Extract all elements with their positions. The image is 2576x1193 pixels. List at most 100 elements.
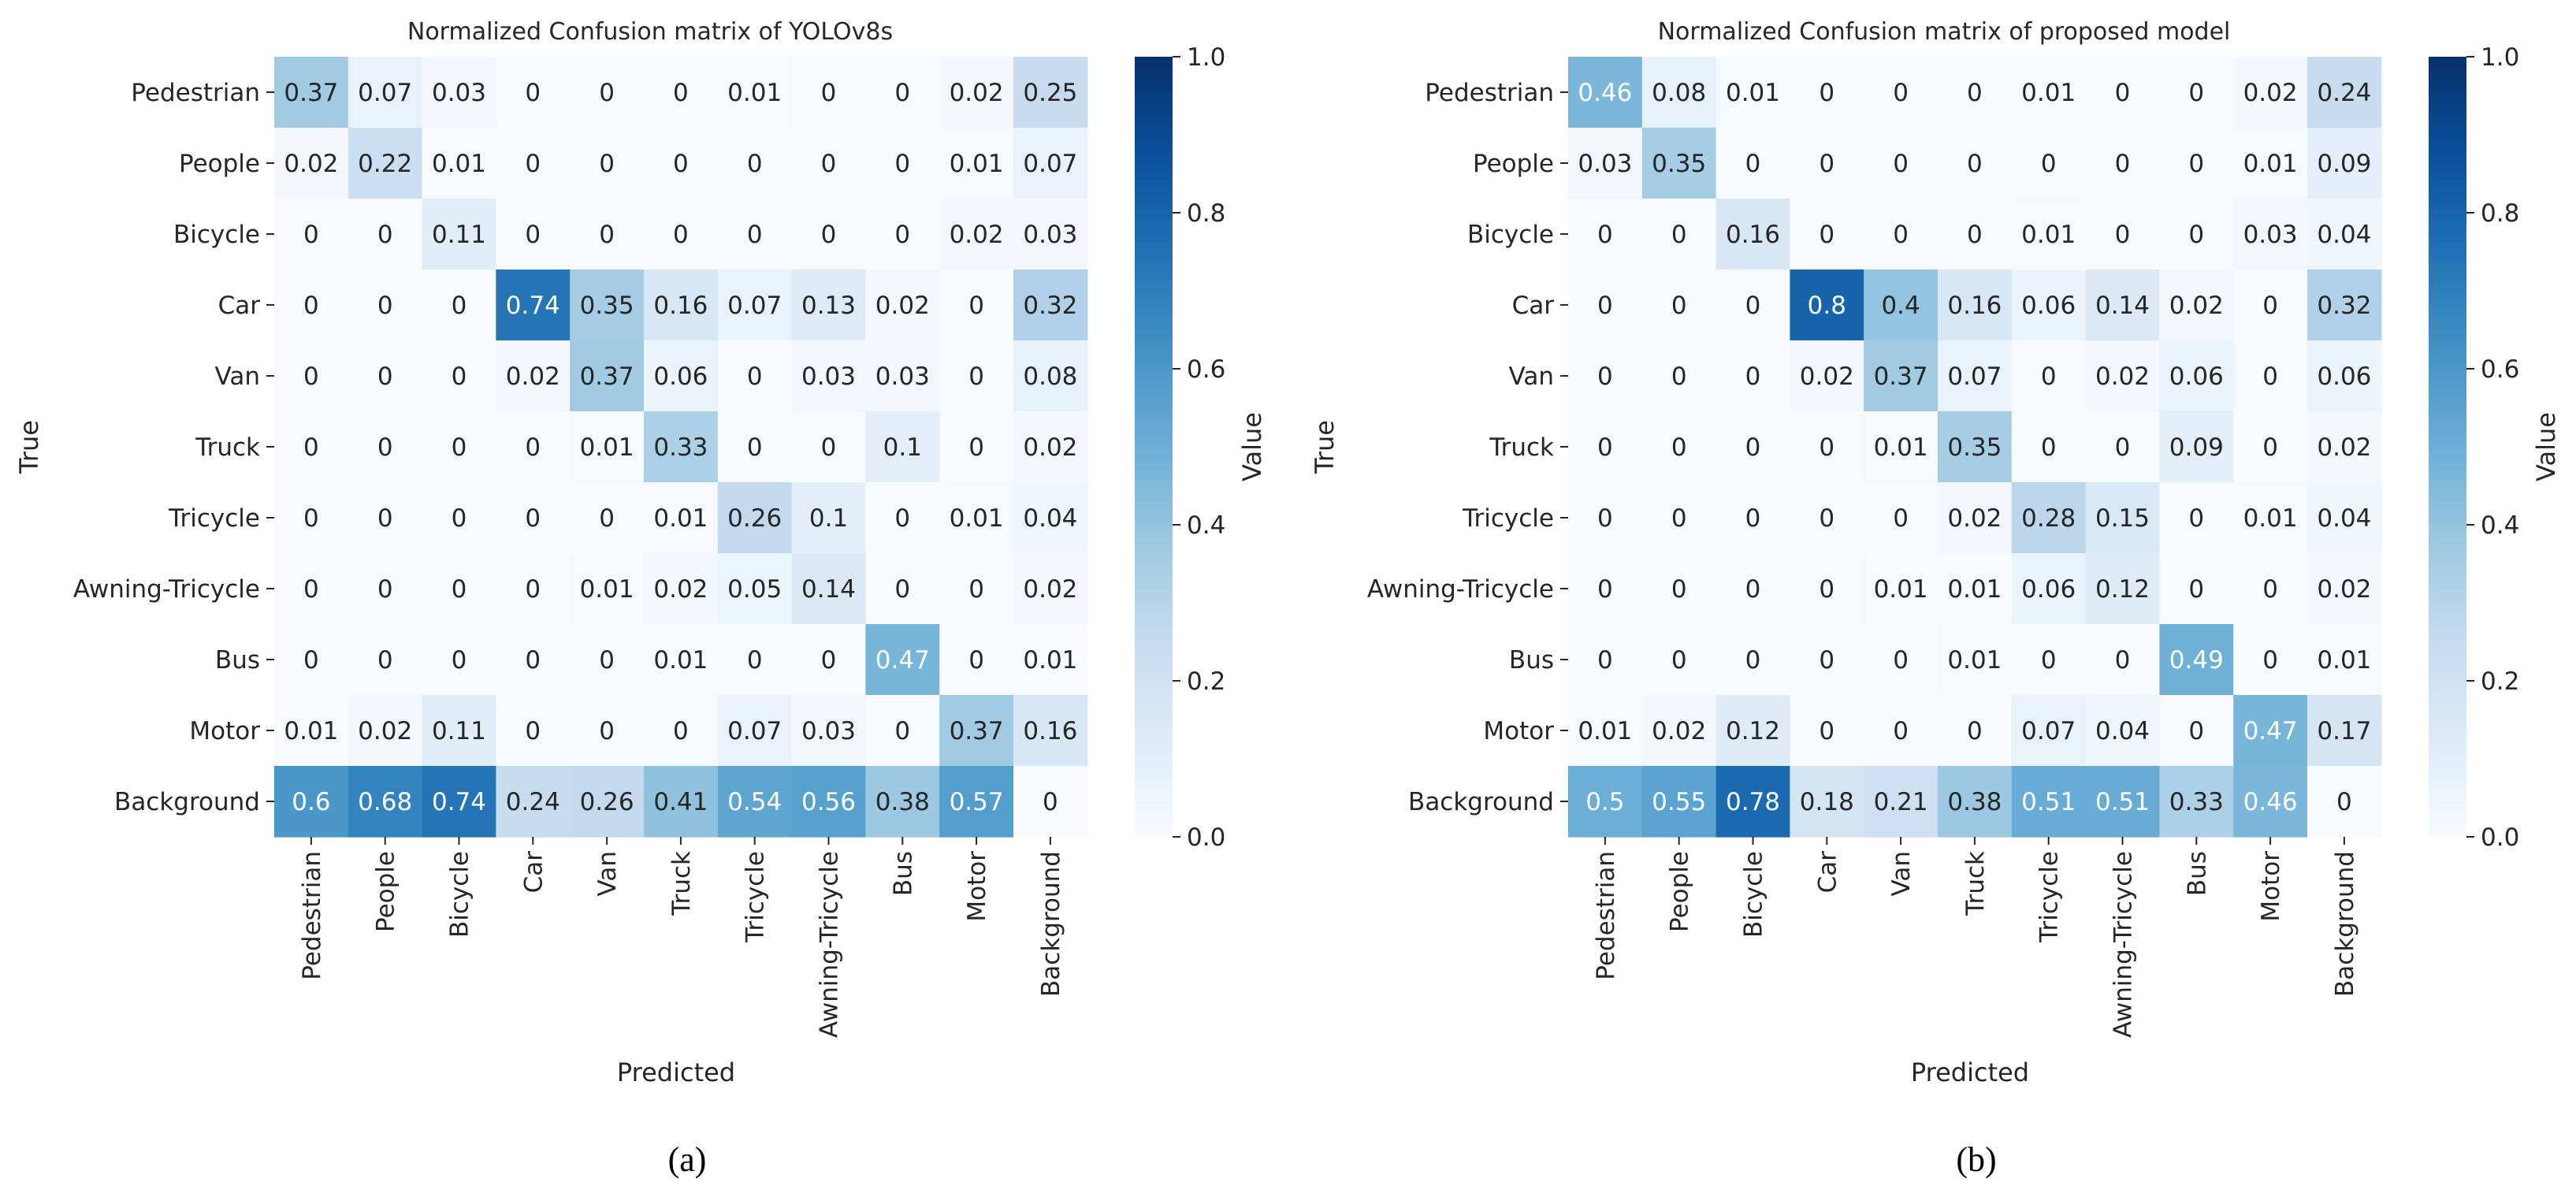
heatmap-cell [348, 128, 423, 199]
cell-value-label: 0.74 [506, 292, 560, 320]
heatmap-cell [496, 411, 571, 483]
chart-title: Normalized Confusion matrix of YOLOv8s [407, 18, 893, 46]
cell-value-label: 0 [303, 362, 319, 391]
cell-value-label: 0.06 [2021, 292, 2076, 320]
cell-value-label: 0 [1967, 150, 1983, 178]
colorbar-tick-label: 0.4 [1187, 511, 1225, 540]
heatmap-cell [496, 128, 571, 199]
heatmap-cell [1790, 624, 1864, 696]
heatmap-cell [865, 128, 940, 199]
heatmap-cell [939, 269, 1014, 341]
heatmap-cell [717, 766, 793, 838]
heatmap-cell [939, 199, 1014, 270]
cell-value-label: 0.07 [727, 292, 782, 320]
heatmap-cell [1641, 482, 1717, 554]
heatmap-cell [1568, 57, 1643, 128]
heatmap-cell [1790, 411, 1864, 483]
heatmap-cell [1641, 411, 1717, 483]
heatmap-cell [1013, 411, 1088, 483]
heatmap-cell [1013, 57, 1088, 128]
colorbar-label: Value [2531, 412, 2561, 481]
cell-value-label: 0.01 [950, 504, 1004, 533]
heatmap-cell [2307, 57, 2382, 128]
heatmap-cell [274, 128, 349, 199]
heatmap-cell [1013, 128, 1088, 199]
heatmap-cell [939, 57, 1014, 128]
heatmap-cell [1864, 199, 1939, 270]
heatmap-cell [570, 553, 645, 625]
heatmap-cell [2307, 199, 2382, 270]
heatmap-cell [2085, 57, 2160, 128]
cell-value-label: 0.01 [2243, 150, 2298, 178]
cell-value-label: 0.5 [1585, 788, 1624, 816]
cell-value-label: 0.17 [2317, 717, 2371, 745]
cell-value-label: 0 [2262, 292, 2278, 320]
cell-value-label: 0 [2188, 504, 2204, 533]
heatmap-cell [1790, 482, 1864, 554]
cell-value-label: 0 [599, 504, 615, 533]
heatmap-cell [1568, 340, 1643, 412]
cell-value-label: 0.02 [2317, 575, 2371, 604]
heatmap-cell [644, 624, 719, 696]
heatmap-cell [2011, 57, 2087, 128]
cell-value-label: 0.21 [1874, 788, 1928, 816]
cell-value-label: 0.25 [1023, 79, 1077, 107]
y-tick-label: Awning-Tricycle [73, 575, 260, 604]
heatmap-cell [1568, 269, 1643, 341]
cell-value-label: 0 [1671, 433, 1687, 462]
cell-value-label: 0 [894, 575, 910, 604]
heatmap-cell [2159, 269, 2234, 341]
colorbar-tick-label: 0.8 [1187, 199, 1225, 228]
heatmap-cell [791, 482, 866, 554]
heatmap-cell [2085, 553, 2160, 625]
cell-value-label: 0 [968, 362, 984, 391]
heatmap-cell [422, 695, 496, 767]
cell-value-label: 0 [1893, 646, 1909, 675]
cell-value-label: 0 [377, 504, 393, 533]
heatmap-cell [717, 128, 793, 199]
cell-value-label: 0 [747, 221, 763, 249]
heatmap-cell [1790, 766, 1864, 838]
heatmap-cell [348, 57, 423, 128]
cell-value-label: 0 [452, 292, 467, 320]
cell-value-label: 0.02 [2169, 292, 2224, 320]
heatmap-cell [791, 128, 866, 199]
cell-value-label: 0 [1745, 504, 1761, 533]
heatmap-cell [791, 411, 866, 483]
heatmap-cell [1864, 269, 1939, 341]
heatmap-cell [2011, 411, 2087, 483]
heatmap-cell [2233, 57, 2308, 128]
heatmap-cell [1715, 411, 1790, 483]
heatmap-cell [496, 340, 571, 412]
y-tick-label: Tricycle [168, 504, 260, 533]
heatmap-cell [1938, 199, 2013, 270]
cell-value-label: 0 [821, 221, 837, 249]
cell-value-label: 0 [452, 504, 467, 533]
cell-value-label: 0 [1597, 362, 1613, 391]
cell-value-label: 0.46 [2243, 788, 2298, 816]
heatmap-cell [422, 269, 496, 341]
x-axis-label: Predicted [617, 1057, 735, 1087]
cell-value-label: 0.02 [1652, 717, 1706, 745]
cell-value-label: 0.78 [1726, 788, 1780, 816]
cell-value-label: 0 [1893, 150, 1909, 178]
heatmap-cell [1790, 340, 1864, 412]
heatmap-cell [2159, 695, 2234, 767]
cell-value-label: 0.06 [2317, 362, 2371, 391]
cell-value-label: 0 [673, 221, 689, 249]
cell-value-label: 0.14 [2095, 292, 2150, 320]
colorbar-tick-label: 0.2 [1187, 667, 1225, 696]
heatmap-cell [2307, 766, 2382, 838]
cell-value-label: 0.08 [1652, 79, 1706, 107]
panel-label-b: (b) [1956, 1140, 1996, 1179]
heatmap-cell [791, 553, 866, 625]
heatmap-cell [2085, 128, 2160, 199]
cell-value-label: 0.14 [801, 575, 856, 604]
heatmap-cell [274, 482, 349, 554]
heatmap-cell [1938, 553, 2013, 625]
colorbar-tick-label: 0.0 [2481, 823, 2519, 852]
x-tick-label: Bus [2183, 851, 2211, 896]
heatmap-cell [2011, 482, 2087, 554]
cell-value-label: 0.16 [1023, 717, 1077, 745]
cell-value-label: 0.16 [653, 292, 708, 320]
